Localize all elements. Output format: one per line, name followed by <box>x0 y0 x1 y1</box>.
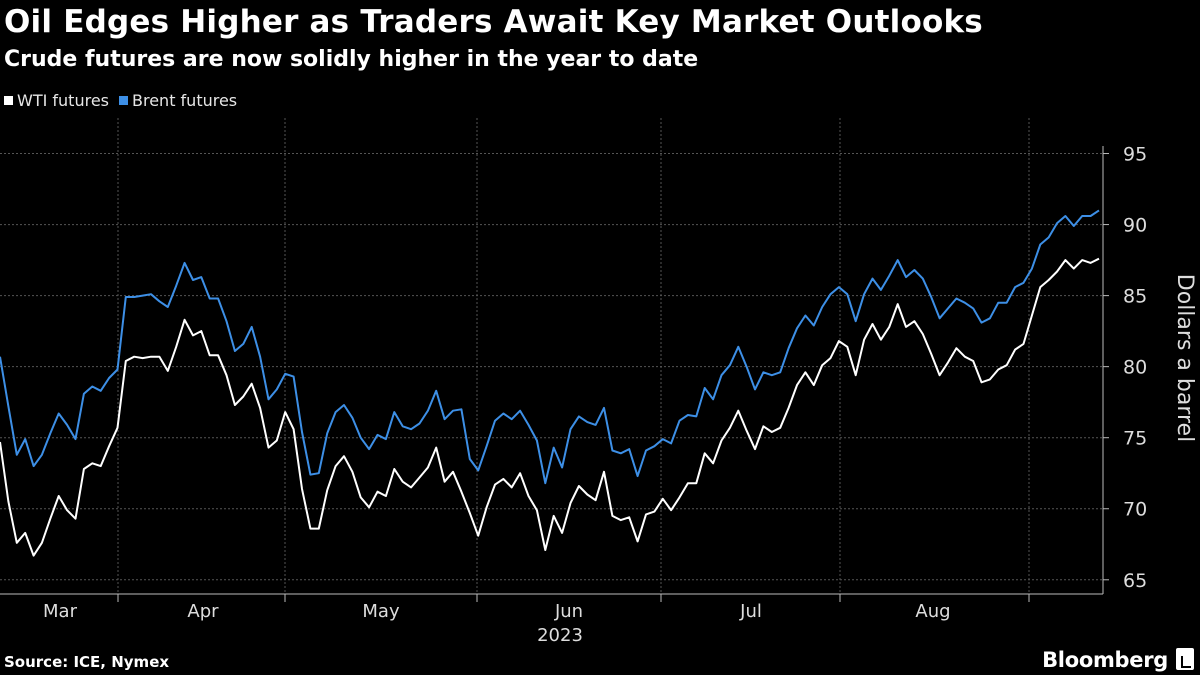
legend-label-wti: WTI futures <box>17 91 109 110</box>
bloomberg-chart-icon <box>1176 648 1194 670</box>
x-tick-label-Jul: Jul <box>739 601 762 622</box>
source-note: Source: ICE, Nymex <box>4 653 170 671</box>
chart-title: Oil Edges Higher as Traders Await Key Ma… <box>4 4 983 40</box>
series-line-wti <box>0 257 1100 557</box>
legend-label-brent: Brent futures <box>132 91 238 110</box>
x-tick-label-Aug: Aug <box>915 601 950 622</box>
bloomberg-logo: Bloomberg <box>1042 648 1168 672</box>
chart-subtitle: Crude futures are now solidly higher in … <box>4 47 699 72</box>
x-tick-label-Jun: Jun <box>554 601 583 622</box>
x-tick-label-May: May <box>362 601 400 622</box>
x-tick-label-Mar: Mar <box>43 601 78 622</box>
x-axis-label: 2023 <box>537 625 583 646</box>
series-line-brent <box>0 209 1100 485</box>
y-axis-label: Dollars a barrel <box>1172 274 1197 442</box>
y-tick-label-75: 75 <box>1123 428 1147 450</box>
y-tick-label-90: 90 <box>1123 215 1147 237</box>
y-tick-label-85: 85 <box>1123 286 1147 308</box>
legend-item-brent: Brent futures <box>119 91 237 110</box>
legend-swatch-brent <box>119 96 128 105</box>
y-tick-label-65: 65 <box>1123 570 1147 592</box>
x-tick-label-Apr: Apr <box>187 601 219 622</box>
y-tick-label-70: 70 <box>1123 499 1147 521</box>
legend: WTI futures Brent futures <box>4 91 237 110</box>
legend-item-wti: WTI futures <box>4 91 109 110</box>
y-tick-label-95: 95 <box>1123 144 1147 166</box>
legend-swatch-wti <box>4 96 13 105</box>
y-tick-label-80: 80 <box>1123 357 1147 379</box>
